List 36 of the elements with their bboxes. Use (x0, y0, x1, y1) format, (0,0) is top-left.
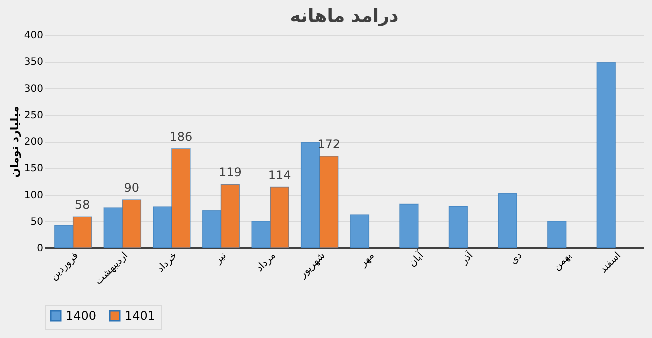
bar (350, 214, 370, 248)
x-tick-label: دی (508, 250, 525, 267)
y-tick-label: 350 (24, 57, 44, 68)
x-tick-label: مرداد (254, 250, 278, 274)
legend-label: 1401 (125, 309, 156, 323)
data-label: 114 (268, 168, 292, 182)
x-tick-label: اردیبهشت (94, 250, 130, 288)
bar (400, 204, 419, 248)
legend-label: 1400 (66, 309, 97, 323)
data-label: 119 (219, 166, 242, 180)
bar (596, 62, 616, 248)
y-tick-label: 200 (24, 137, 44, 148)
chart-title: درامد ماهانه (290, 6, 399, 27)
data-label: 58 (74, 198, 90, 212)
x-tick-label: شهریور (297, 250, 328, 282)
y-tick-label: 100 (24, 190, 44, 202)
bar (547, 220, 567, 248)
x-tick-label: فروردین (48, 250, 82, 283)
x-tick-label: آبان (406, 248, 428, 270)
x-tick-label: خرداد (155, 250, 180, 275)
x-tick-label: اسفند (598, 250, 624, 276)
y-tick-label: 150 (24, 164, 44, 175)
bar (498, 193, 518, 248)
x-tick-label: تیر (212, 250, 230, 267)
y-tick-label: 250 (24, 110, 44, 122)
data-label: 186 (170, 130, 193, 144)
y-tick-label: 300 (24, 84, 44, 95)
x-tick-label: مهر (357, 250, 377, 270)
y-axis-title: میلیارد تومان (8, 106, 22, 178)
y-tick-label: 400 (24, 30, 44, 42)
data-label: 90 (124, 181, 140, 196)
y-tick-label: 50 (30, 216, 44, 228)
x-tick-label: بهمن (552, 250, 574, 273)
bar (448, 206, 468, 248)
x-tick-label: آذر (457, 248, 476, 268)
y-tick-label: 0 (37, 244, 44, 254)
